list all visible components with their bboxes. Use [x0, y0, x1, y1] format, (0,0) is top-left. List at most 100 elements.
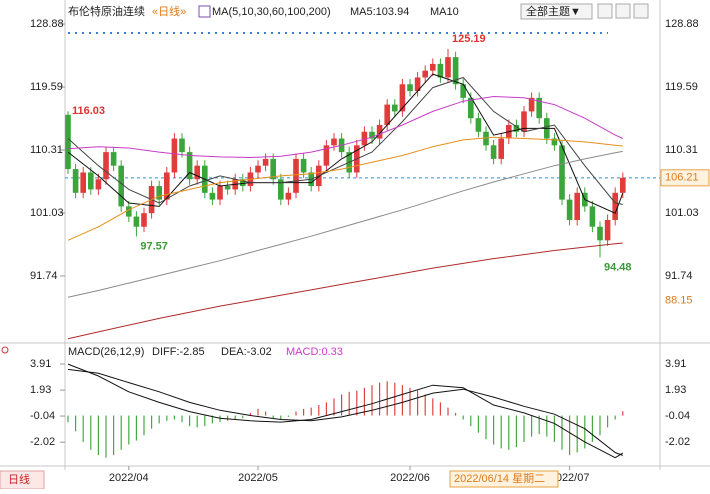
candle-body: [80, 172, 86, 193]
candle-body: [164, 172, 170, 200]
candle-body: [361, 131, 368, 146]
dea-label: DEA:-3.02: [221, 346, 272, 358]
x-tick-label: 2022/05: [238, 472, 278, 484]
macd-y-tick-label-right: 3.91: [665, 358, 686, 370]
candle-body: [209, 192, 216, 200]
candle-body: [399, 84, 406, 112]
candle-body: [407, 84, 413, 92]
ma-line: [67, 73, 624, 214]
candle-body: [331, 138, 337, 146]
candle-body: [323, 145, 330, 166]
ma-label: MA(5,10,30,60,100,200): [212, 6, 331, 18]
candle-body: [179, 138, 185, 153]
chart-title: 布伦特原油连续: [68, 4, 145, 18]
candle-body: [452, 57, 459, 85]
candle-body: [430, 63, 436, 71]
candle-body: [604, 219, 611, 241]
candle-body: [369, 131, 375, 139]
candle-body: [65, 114, 71, 170]
candle-body: [103, 152, 109, 180]
x-tick-label: 2022/06: [390, 472, 430, 484]
candle-body: [270, 158, 276, 180]
candle-body: [171, 138, 178, 173]
period: «日线»: [152, 4, 186, 18]
candle-body: [490, 145, 497, 159]
candle-body: [392, 104, 398, 112]
candle-body: [445, 57, 451, 78]
high-label: 116.03: [72, 105, 105, 117]
candle-body: [293, 158, 299, 193]
candle-body: [141, 213, 147, 227]
y-tick-label: 119.59: [30, 81, 63, 93]
tool-button[interactable]: [615, 3, 631, 19]
candle-body: [551, 138, 558, 146]
candle-body: [110, 152, 117, 166]
candle-body: [118, 165, 124, 207]
current-price-label: 106.21: [665, 172, 699, 184]
candle-body: [126, 206, 132, 217]
macd-y-tick-label: -2.02: [30, 436, 55, 448]
macd-label: MACD:0.33: [286, 346, 343, 358]
bottom-tab-label[interactable]: 日线: [8, 472, 30, 486]
candle-body: [483, 131, 489, 146]
ma-line: [67, 76, 623, 205]
candle-body: [498, 138, 504, 159]
crosshair-label: 2022/06/14 星期二: [454, 472, 545, 485]
candle-body: [88, 172, 94, 190]
candle-body: [414, 77, 421, 92]
macd-y-tick-label-right: -0.04: [665, 410, 690, 422]
x-tick-label: 2022/07: [550, 472, 590, 484]
x-tick-label: 2022/04: [109, 472, 149, 484]
tool-button[interactable]: [597, 3, 613, 19]
candle-body: [300, 158, 307, 173]
candle-body: [156, 186, 162, 200]
y-tick-label-right: 119.59: [665, 81, 698, 93]
candle-body: [566, 199, 573, 220]
candle-body: [536, 97, 542, 119]
candle-body: [612, 192, 618, 220]
candle-body: [217, 186, 223, 200]
high-label: 125.19: [452, 33, 486, 45]
y-tick-label: 110.31: [30, 144, 63, 156]
panel-icon: [1, 346, 9, 354]
low-label: 94.48: [604, 261, 632, 273]
y-tick-label-right: 91.74: [665, 270, 693, 282]
candle-body: [574, 192, 580, 220]
ma10-label: MA10: [430, 6, 459, 18]
candle-body: [460, 84, 466, 98]
ma-line: [67, 242, 623, 340]
macd-y-tick-label-right: 1.93: [665, 384, 686, 396]
macd-y-tick-label: 1.93: [30, 384, 51, 396]
ma-line: [67, 95, 624, 159]
tool-button[interactable]: [633, 3, 649, 19]
candle-body: [384, 104, 390, 125]
candle-body: [376, 124, 383, 139]
ma-line: [67, 136, 623, 241]
candle-body: [255, 165, 261, 173]
ma-line: [67, 150, 623, 298]
candle-body: [72, 169, 79, 193]
ma-icon: [198, 5, 211, 18]
candle-body: [559, 145, 565, 200]
candle-body: [513, 124, 520, 132]
candle-body: [186, 152, 193, 180]
candle-body: [468, 97, 474, 119]
candle-body: [437, 63, 444, 78]
candle-body: [528, 97, 535, 112]
macd-y-tick-label: -0.04: [30, 410, 55, 422]
macd-y-tick-label: 3.91: [30, 358, 51, 370]
y-marker-label: 88.15: [665, 294, 693, 306]
theme-button[interactable]: [520, 3, 593, 20]
y-tick-label-right: 128.88: [665, 18, 699, 30]
candle-body: [224, 186, 231, 190]
crosshair-box: [449, 470, 559, 488]
y-tick-label-right: 101.03: [665, 207, 699, 219]
candle-body: [620, 177, 626, 193]
candle-body: [521, 111, 527, 132]
theme-button-label[interactable]: 全部主题▼: [526, 4, 581, 18]
candle-body: [285, 192, 292, 200]
low-label: 97.57: [140, 240, 168, 252]
y-tick-label: 128.88: [30, 18, 64, 30]
